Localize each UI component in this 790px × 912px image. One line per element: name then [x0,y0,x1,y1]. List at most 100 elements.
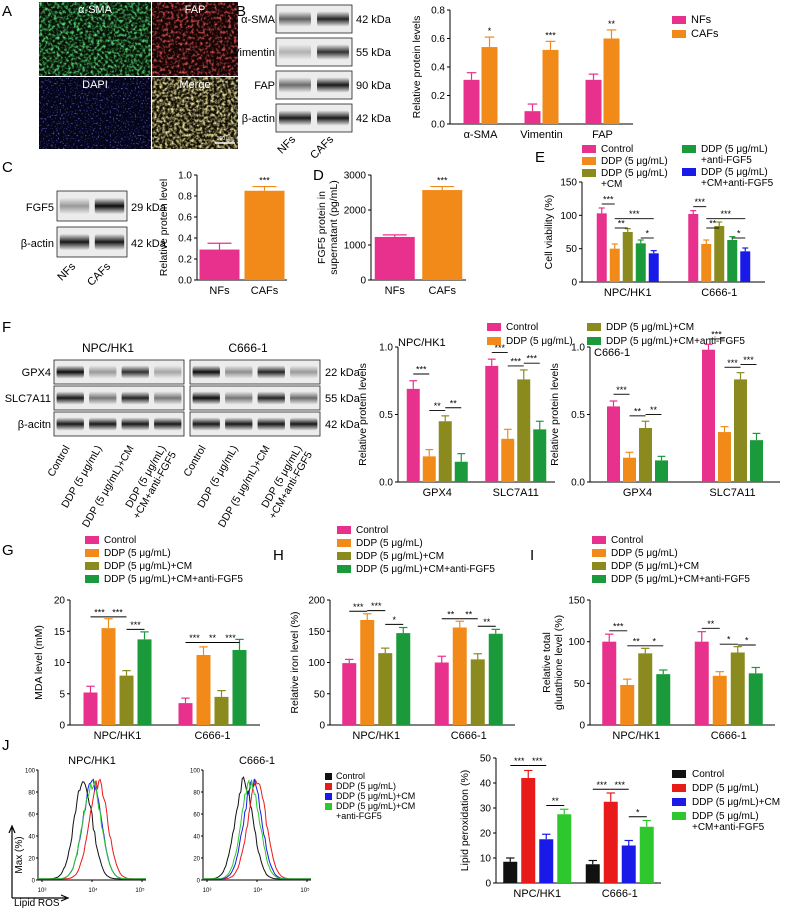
blot-row-label: SLC7A11 [5,393,51,405]
histogram-title: NPC/HK1 [68,755,116,767]
legend-swatch [582,157,596,165]
bar [621,845,636,883]
legend-swatch [592,562,606,570]
legend-swatch [487,323,501,331]
y-tick-label: 0.4 [178,234,192,245]
legend-entry: Control [692,769,724,780]
histogram-curve [203,778,311,880]
significance-mark: * [488,26,492,36]
blot-kda-label: 42 kDa [325,419,361,431]
significance-mark: ** [633,636,641,646]
legend-swatch [672,798,686,806]
bar [454,461,468,482]
bar [620,685,635,725]
legend-swatch [592,536,606,544]
bar [639,428,652,482]
blot-row-label: GPX4 [22,367,51,379]
significance-mark: *** [532,756,543,766]
bar [656,674,671,725]
legend-entry: DDP (5 μg/mL)+CM+anti-FGF5 [356,564,495,575]
x-tick-label: 10³ [203,888,212,894]
lane-label: NFs [275,133,298,156]
x-tick-label: NPC/HK1 [612,730,660,742]
y-tick-label: 50 [314,689,326,700]
legend-entry: DDP (5 μg/mL)+CM [104,561,192,572]
bar [655,460,668,482]
x-tick-label: 10³ [38,888,47,894]
y-tick-label: 100 [568,637,585,648]
flow-histograms: NPC/HK1 0 20 40 60 80 100 C666-1 0 20 40 60 80 100 10³… [8,755,415,909]
band [94,197,125,215]
band [89,365,117,379]
band [89,417,117,431]
panel-label-f: F [2,319,11,336]
legend-swatch [587,337,601,345]
y-tick-label: 0 [197,879,201,885]
legend-swatch [85,575,99,583]
y-tick-label: 20 [54,596,66,607]
blot-b-1 [275,37,353,67]
blot-kda-label: 90 kDa [356,80,392,92]
legend-swatch [672,812,686,820]
legend-swatch [682,168,696,176]
y-tick-label: 60 [28,813,35,819]
lane-label: CAFs [85,260,113,288]
significance-mark: *** [353,602,364,612]
blot-row-label: FGF5 [26,202,54,214]
band [225,365,253,379]
y-tick-label: 50 [566,244,578,255]
chart-b: 0.0 0.2 0.4 0.6 0.8 Relative protein levels α-… [411,6,633,141]
significance-mark: *** [371,601,382,611]
bar [635,243,646,282]
significance-mark: * [745,636,749,646]
bar [638,653,653,725]
bar [603,38,620,124]
significance-mark: ** [707,619,715,629]
panel-label-e: E [535,149,545,166]
band [290,391,318,405]
blot-f1-2 [53,411,185,437]
blot-c-0 [56,190,128,222]
y-tick-label: 80 [28,791,35,797]
y-tick-label: 50 [574,679,586,690]
panel-label-g: G [2,542,14,559]
significance-mark: *** [526,354,537,364]
y-tick-label: 80 [193,791,200,797]
chart-title: NPC/HK1 [398,337,446,349]
chart-h: 0 50 100 150 200 Relative iron level (%) NPC/H… [289,596,515,742]
bar [539,839,554,883]
histogram-title: C666-1 [239,755,275,767]
chart-f1: 0.0 0.5 1.0 Relative protein levels NPC/HK1 G… [357,337,555,499]
bar [378,653,393,725]
bar [503,861,518,883]
legend-entry: DDP (5 μg/mL)+CM+anti-FGF5 [104,574,243,585]
legend-swatch [672,770,686,778]
legend-swatch [592,549,606,557]
y-tick-label: 0.0 [379,478,393,489]
legend-swatch [337,539,351,547]
cell-line-header: NPC/HK1 [82,341,134,355]
bar [524,111,541,124]
band [290,365,318,379]
panel-label-c: C [2,159,13,176]
blot-row-label: β-actin [21,238,54,250]
blot-kda-label: 42 kDa [131,238,167,250]
y-tick-label: 5 [59,689,65,700]
bar [585,864,600,883]
chart-title: C666-1 [594,347,630,359]
x-tick-label: SLC7A11 [493,487,539,499]
legend-swatch [337,565,351,573]
legend-entry: DDP (5 μg/mL)+CM+anti-FGF5 [611,574,750,585]
bar [542,49,559,124]
y-tick-label: 10 [54,658,66,669]
y-tick-label: 15 [54,627,66,638]
significance-mark: ** [447,609,455,619]
bar [748,673,763,725]
bar [521,778,536,883]
significance-mark: ** [709,219,717,229]
bar [607,406,620,482]
significance-mark: *** [94,607,105,617]
y-tick-label: 0.8 [178,192,192,203]
legend-entry: CAFs [691,28,719,40]
